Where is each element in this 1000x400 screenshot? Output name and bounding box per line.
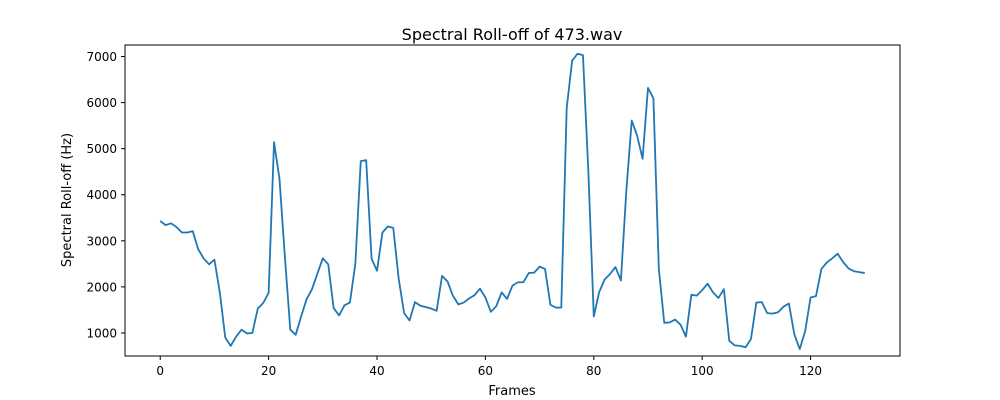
chart-title: Spectral Roll-off of 473.wav	[402, 25, 623, 44]
x-tick-label: 120	[799, 364, 822, 378]
y-tick-label: 1000	[86, 326, 117, 340]
y-tick-label: 3000	[86, 234, 117, 248]
y-axis-ticks: 1000 2000 3000 4000 5000 6000 7000	[86, 50, 125, 340]
plot-area	[125, 45, 900, 356]
y-tick-label: 6000	[86, 96, 117, 110]
x-tick-label: 80	[586, 364, 601, 378]
y-tick-label: 5000	[86, 142, 117, 156]
y-tick-label: 2000	[86, 280, 117, 294]
x-tick-label: 40	[369, 364, 384, 378]
series-line	[159, 52, 865, 350]
x-tick-label: 20	[261, 364, 276, 378]
x-tick-label: 0	[156, 364, 164, 378]
x-tick-label: 60	[478, 364, 493, 378]
y-axis-label: Spectral Roll-off (Hz)	[60, 133, 75, 267]
series-group	[159, 52, 865, 350]
x-axis-label: Frames	[488, 384, 536, 399]
x-tick-label: 100	[691, 364, 714, 378]
plot-frame	[124, 44, 901, 357]
y-tick-label: 4000	[86, 188, 117, 202]
x-axis-ticks: 0 20 40 60 80 100 120	[156, 356, 822, 378]
y-tick-label: 7000	[86, 50, 117, 64]
